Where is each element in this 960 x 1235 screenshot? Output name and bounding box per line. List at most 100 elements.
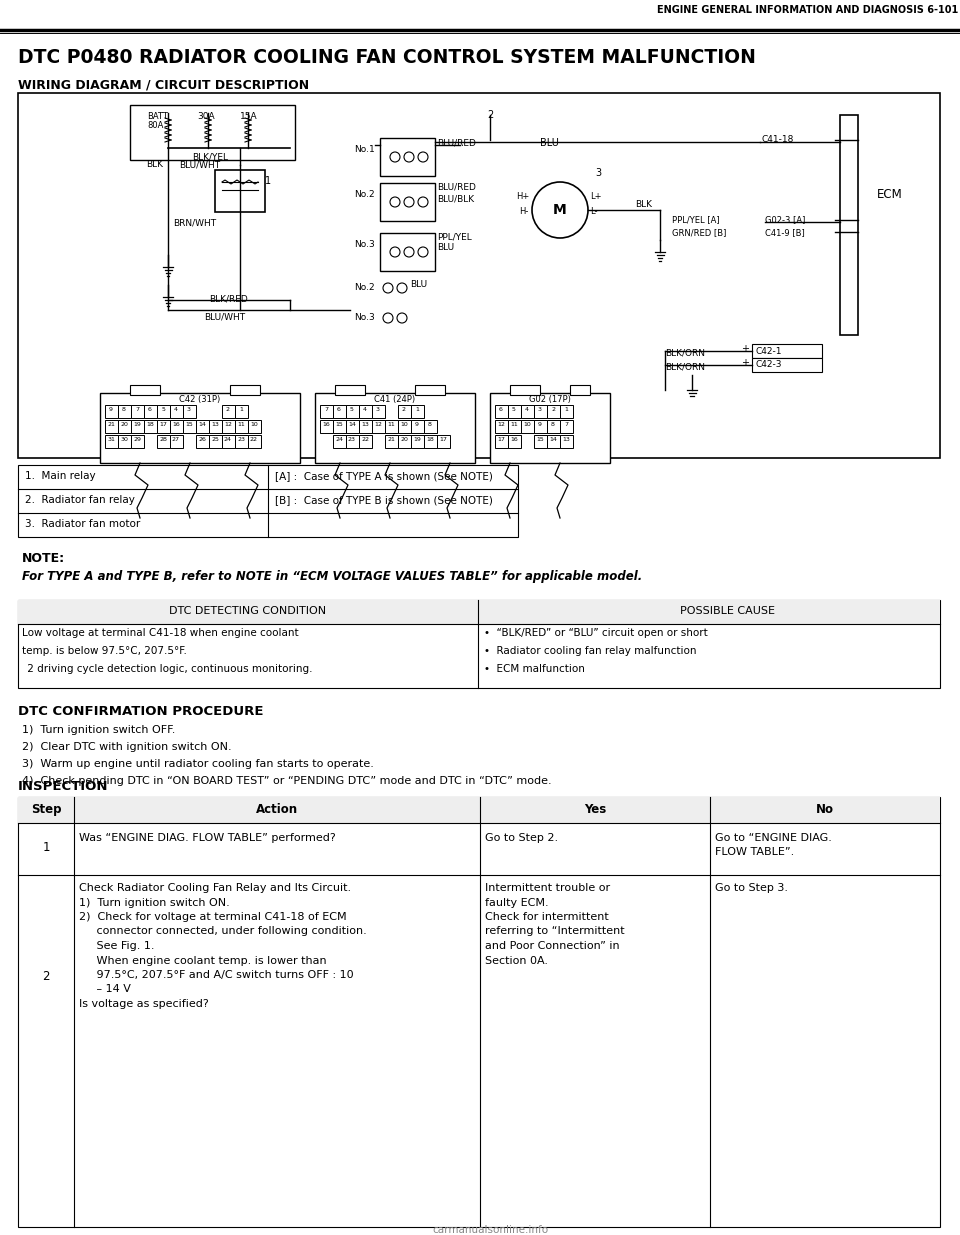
Bar <box>547 420 560 433</box>
Text: PPL/YEL: PPL/YEL <box>437 233 471 242</box>
Text: BLU/WHT: BLU/WHT <box>204 312 246 321</box>
Text: 15: 15 <box>185 422 193 427</box>
Text: 15: 15 <box>335 422 343 427</box>
Bar <box>398 435 411 448</box>
Bar <box>105 435 118 448</box>
Text: L-: L- <box>590 207 597 216</box>
Text: C41-18: C41-18 <box>762 135 794 144</box>
Bar <box>105 405 118 417</box>
Bar <box>18 600 940 688</box>
Bar <box>248 435 261 448</box>
Bar <box>196 420 209 433</box>
Text: H+: H+ <box>516 191 529 201</box>
Bar <box>333 405 346 417</box>
Bar <box>534 435 547 448</box>
Bar <box>508 405 521 417</box>
Bar <box>385 420 398 433</box>
Text: 13: 13 <box>562 437 570 442</box>
Bar <box>100 393 300 463</box>
Text: 1: 1 <box>239 408 243 412</box>
Text: 11: 11 <box>510 422 517 427</box>
Text: BLK/YEL: BLK/YEL <box>192 152 228 161</box>
Text: BLU: BLU <box>437 243 454 252</box>
Text: 18: 18 <box>426 437 434 442</box>
Text: Low voltage at terminal C41-18 when engine coolant: Low voltage at terminal C41-18 when engi… <box>22 629 299 638</box>
Text: 1: 1 <box>265 177 271 186</box>
Text: 17: 17 <box>159 422 167 427</box>
Text: 4: 4 <box>525 408 529 412</box>
Text: 1)  Turn ignition switch ON.: 1) Turn ignition switch ON. <box>79 898 229 908</box>
Text: 10: 10 <box>523 422 531 427</box>
Text: 24: 24 <box>224 437 232 442</box>
Text: 25: 25 <box>211 437 219 442</box>
Text: C41 (24P): C41 (24P) <box>374 395 416 404</box>
Text: Was “ENGINE DIAG. FLOW TABLE” performed?: Was “ENGINE DIAG. FLOW TABLE” performed? <box>79 832 336 844</box>
Bar <box>18 466 518 537</box>
Text: Action: Action <box>256 803 298 816</box>
Bar <box>118 435 131 448</box>
Bar <box>144 405 157 417</box>
Bar <box>144 420 157 433</box>
Bar <box>333 420 346 433</box>
Text: PPL/YEL [A]: PPL/YEL [A] <box>672 215 720 224</box>
Bar <box>235 405 248 417</box>
Text: BRN/WHT: BRN/WHT <box>174 219 217 227</box>
Text: 17: 17 <box>439 437 447 442</box>
Text: BLU/WHT: BLU/WHT <box>180 161 221 169</box>
Bar <box>534 420 547 433</box>
Bar <box>235 420 248 433</box>
Text: [B] :  Case of TYPE B is shown (See NOTE): [B] : Case of TYPE B is shown (See NOTE) <box>275 495 492 505</box>
Text: 5: 5 <box>350 408 354 412</box>
Bar <box>196 435 209 448</box>
Text: BATT: BATT <box>147 112 168 121</box>
Text: •  “BLK/RED” or “BLU” circuit open or short: • “BLK/RED” or “BLU” circuit open or sho… <box>484 629 708 638</box>
Bar <box>521 420 534 433</box>
Text: 2: 2 <box>42 969 50 983</box>
Bar <box>411 405 424 417</box>
Bar <box>157 420 170 433</box>
Bar <box>157 405 170 417</box>
Text: FLOW TABLE”.: FLOW TABLE”. <box>715 847 794 857</box>
Text: carmanualsonline.info: carmanualsonline.info <box>432 1225 548 1235</box>
Text: 27: 27 <box>172 437 180 442</box>
Bar <box>560 420 573 433</box>
Text: 30: 30 <box>120 437 128 442</box>
Text: – 14 V: – 14 V <box>79 984 131 994</box>
Bar <box>131 435 144 448</box>
Text: 1: 1 <box>564 408 568 412</box>
Bar <box>335 385 365 395</box>
Bar <box>346 420 359 433</box>
Text: 17: 17 <box>497 437 505 442</box>
Text: M: M <box>553 203 566 217</box>
Bar <box>510 385 540 395</box>
Text: 12: 12 <box>374 422 382 427</box>
Text: ENGINE GENERAL INFORMATION AND DIAGNOSIS 6-101: ENGINE GENERAL INFORMATION AND DIAGNOSIS… <box>657 5 958 15</box>
Text: referring to “Intermittent: referring to “Intermittent <box>485 926 625 936</box>
Text: NOTE:: NOTE: <box>22 552 65 564</box>
Text: No.2: No.2 <box>354 283 375 291</box>
Text: 1.  Main relay: 1. Main relay <box>25 471 96 480</box>
Text: 2)  Clear DTC with ignition switch ON.: 2) Clear DTC with ignition switch ON. <box>22 742 231 752</box>
Bar <box>380 233 435 270</box>
Text: 12: 12 <box>224 422 232 427</box>
Text: 4)  Check pending DTC in “ON BOARD TEST” or “PENDING DTC” mode and DTC in “DTC” : 4) Check pending DTC in “ON BOARD TEST” … <box>22 776 552 785</box>
Text: 14: 14 <box>198 422 206 427</box>
Text: BLU/RED: BLU/RED <box>437 183 476 191</box>
Text: BLU/BLK: BLU/BLK <box>437 194 474 203</box>
Text: C41-9 [B]: C41-9 [B] <box>765 228 804 237</box>
Text: 14: 14 <box>348 422 356 427</box>
Text: For TYPE A and TYPE B, refer to NOTE in “ECM VOLTAGE VALUES TABLE” for applicabl: For TYPE A and TYPE B, refer to NOTE in … <box>22 571 642 583</box>
Text: 1: 1 <box>42 841 50 853</box>
Bar <box>398 420 411 433</box>
Text: No.2: No.2 <box>354 190 375 199</box>
Text: G02 (17P): G02 (17P) <box>529 395 571 404</box>
Text: 9: 9 <box>109 408 113 412</box>
Text: 20: 20 <box>120 422 128 427</box>
Text: H-: H- <box>519 207 529 216</box>
Text: L+: L+ <box>590 191 602 201</box>
Text: Go to Step 3.: Go to Step 3. <box>715 883 788 893</box>
Text: 19: 19 <box>413 437 420 442</box>
Bar <box>547 435 560 448</box>
Bar <box>320 405 333 417</box>
Text: +: + <box>741 345 749 354</box>
